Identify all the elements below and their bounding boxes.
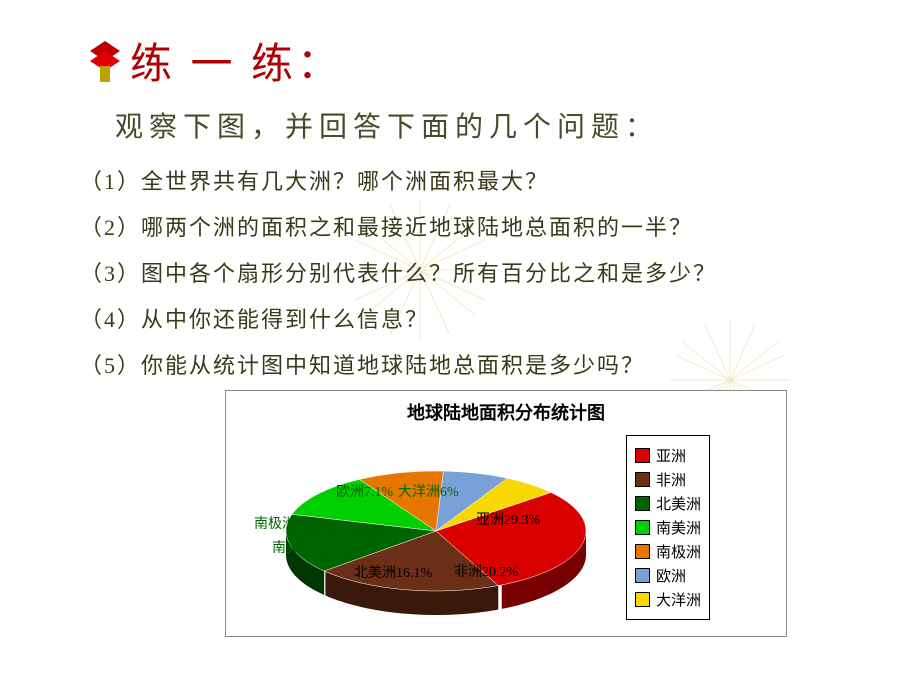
legend-swatch [635, 592, 650, 607]
page-title: 练 一 练： [130, 30, 343, 91]
question-list: （1）全世界共有几大洲？哪个洲面积最大？ （2）哪两个洲的面积之和最接近地球陆地… [80, 150, 880, 394]
chart-title: 地球陆地面积分布统计图 [226, 399, 786, 425]
legend-label: 亚洲 [656, 445, 686, 466]
chart-container: 地球陆地面积分布统计图 亚洲29.3% 非洲20.2% 北美洲16.1% 南美洲12%… [225, 390, 787, 637]
legend-item: 大洋洲 [635, 589, 701, 610]
legend-label: 大洋洲 [656, 589, 701, 610]
legend-label: 南美洲 [656, 517, 701, 538]
legend-item: 南美洲 [635, 517, 701, 538]
slice-label: 非洲20.2% [454, 561, 518, 581]
legend-swatch [635, 496, 650, 511]
legend-swatch [635, 472, 650, 487]
question-2: （2）哪两个洲的面积之和最接近地球陆地总面积的一半？ [80, 210, 880, 242]
legend-label: 非洲 [656, 469, 686, 490]
legend-swatch [635, 448, 650, 463]
header: 练 一 练： [90, 30, 343, 91]
legend-item: 南极洲 [635, 541, 701, 562]
slice-label: 大洋洲6% [398, 481, 459, 501]
question-1: （1）全世界共有几大洲？哪个洲面积最大？ [80, 164, 880, 196]
legend-item: 北美洲 [635, 493, 701, 514]
slice-label: 亚洲29.3% [476, 509, 540, 529]
legend: 亚洲非洲北美洲南美洲南极洲欧洲大洋洲 [626, 435, 710, 620]
legend-item: 欧洲 [635, 565, 701, 586]
legend-label: 南极洲 [656, 541, 701, 562]
slice-label: 欧洲7.1% [336, 481, 393, 501]
legend-item: 非洲 [635, 469, 701, 490]
slice-label: 南美洲12% [272, 537, 340, 557]
slice-label: 南极洲9.3% [254, 513, 325, 533]
legend-label: 北美洲 [656, 493, 701, 514]
bullet-icon [90, 41, 120, 81]
slice-label: 北美洲16.1% [354, 562, 432, 582]
legend-swatch [635, 568, 650, 583]
legend-label: 欧洲 [656, 565, 686, 586]
pie-area: 亚洲29.3% 非洲20.2% 北美洲16.1% 南美洲12% 南极洲9.3% 欧洲7.1… [226, 431, 626, 621]
subtitle: 观察下图，并回答下面的几个问题： [115, 105, 659, 145]
legend-swatch [635, 520, 650, 535]
question-3: （3）图中各个扇形分别代表什么？所有百分比之和是多少？ [80, 256, 880, 288]
legend-item: 亚洲 [635, 445, 701, 466]
question-4: （4）从中你还能得到什么信息？ [80, 302, 880, 334]
question-5: （5）你能从统计图中知道地球陆地总面积是多少吗？ [80, 348, 880, 380]
legend-swatch [635, 544, 650, 559]
